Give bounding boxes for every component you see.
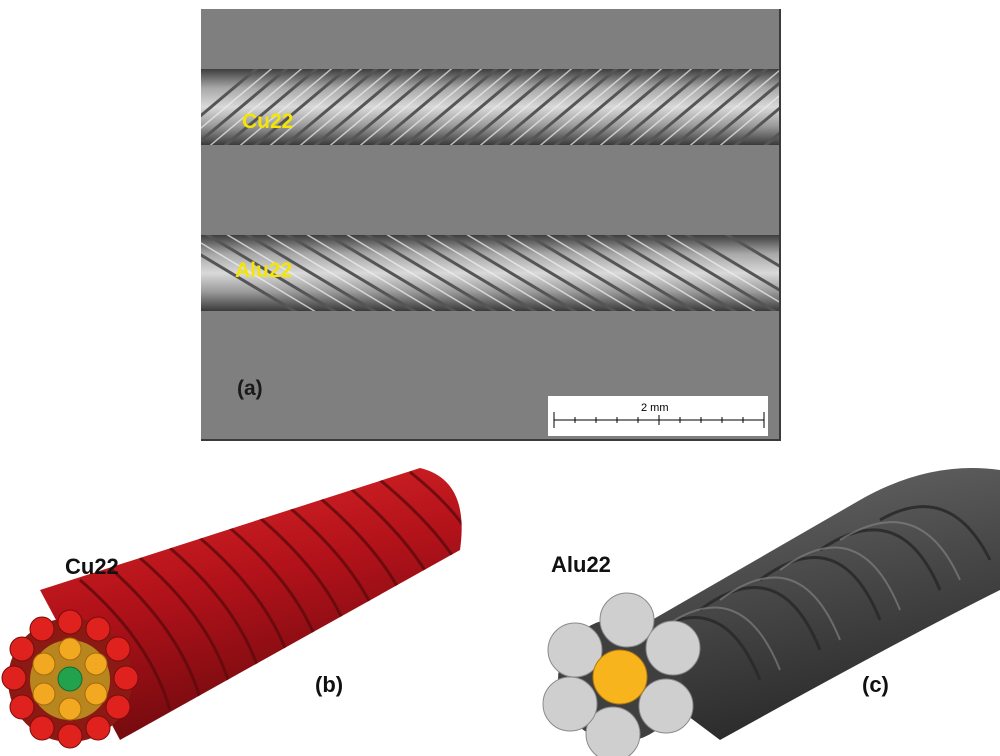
model-c-label: Alu22 xyxy=(551,552,611,577)
cu22-cable-model xyxy=(1,468,462,749)
alu22-cable-model xyxy=(542,468,1000,756)
bottom-wire-label: Alu22 xyxy=(235,259,293,282)
panel-label-b: (b) xyxy=(315,672,344,697)
scale-bar-text: 2 mm xyxy=(641,402,669,414)
model-b-label: Cu22 xyxy=(65,554,119,579)
top-wire-strands xyxy=(201,69,779,145)
bottom-wire-strands xyxy=(201,235,779,311)
wire-photo: Cu22 Alu22 (a) 2 mm xyxy=(201,9,781,441)
panel-label-c: (c) xyxy=(862,672,889,697)
cable-models xyxy=(1,468,1000,756)
top-wire xyxy=(201,69,779,145)
top-wire-label: Cu22 xyxy=(242,110,294,133)
wire-photo-drawing xyxy=(201,69,779,436)
panel-label-a: (a) xyxy=(237,377,263,400)
scale-bar-drawing xyxy=(548,396,768,436)
